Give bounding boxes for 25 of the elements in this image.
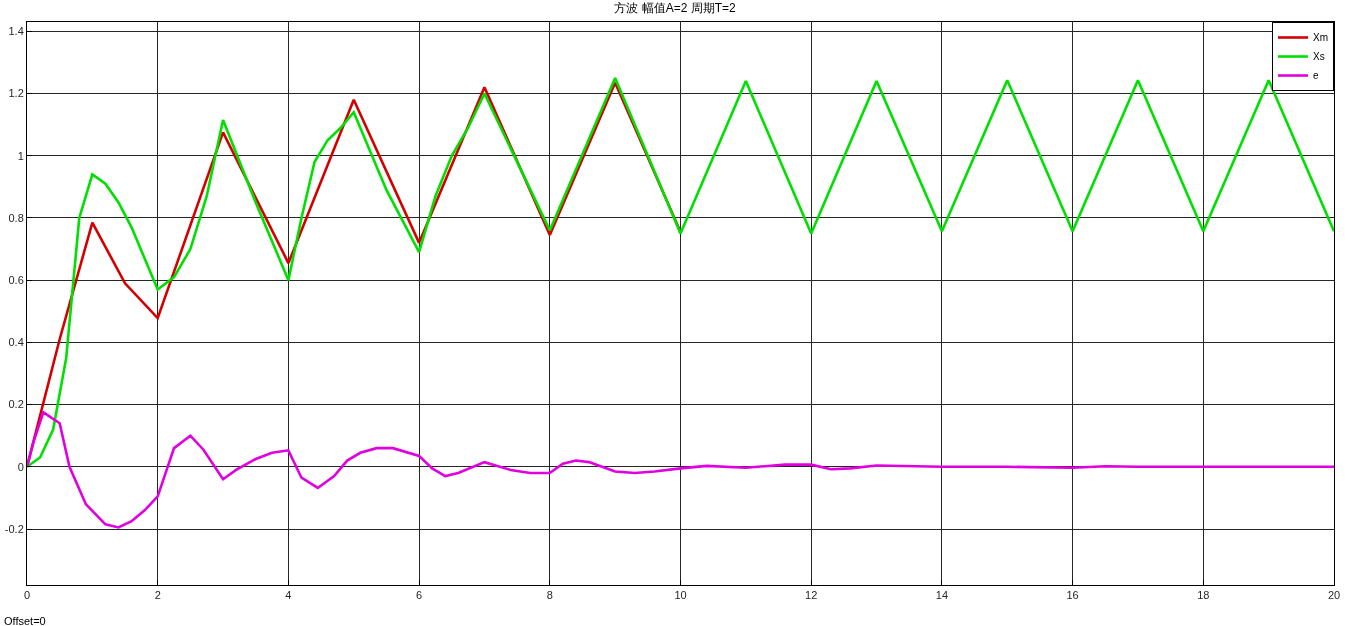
y-tick-label: 1 <box>17 149 24 162</box>
chart-title: 方波 幅值A=2 周期T=2 <box>614 0 736 15</box>
y-tick-label: 0.6 <box>8 274 24 287</box>
x-tick-label: 2 <box>154 589 161 602</box>
x-tick-label: 16 <box>1066 589 1079 602</box>
x-tick-label: 14 <box>935 589 949 602</box>
line-series <box>27 411 1334 529</box>
y-tick-label: 1.4 <box>8 25 24 38</box>
x-tick-label: 6 <box>416 589 423 602</box>
text: Offset=0 <box>4 615 46 626</box>
y-tick-label: 0.2 <box>8 398 24 411</box>
x-tick-label: 4 <box>285 589 292 602</box>
legend-label: e <box>1313 70 1319 82</box>
legend-label: Xm <box>1313 32 1328 44</box>
x-tick-label: 18 <box>1197 589 1210 602</box>
y-tick-label: -0.2 <box>4 522 24 535</box>
x-tick-label: 8 <box>546 589 553 602</box>
x-tick-label: 20 <box>1327 589 1341 602</box>
y-tick-label: 0.8 <box>8 211 24 224</box>
x-tick-label: 10 <box>674 589 687 602</box>
y-tick-label: 0.4 <box>8 336 24 349</box>
y-tick-label: 0 <box>17 460 24 473</box>
x-tick-label: 12 <box>805 589 818 602</box>
y-tick-label: 1.2 <box>8 87 24 100</box>
legend-label: Xs <box>1313 51 1325 63</box>
